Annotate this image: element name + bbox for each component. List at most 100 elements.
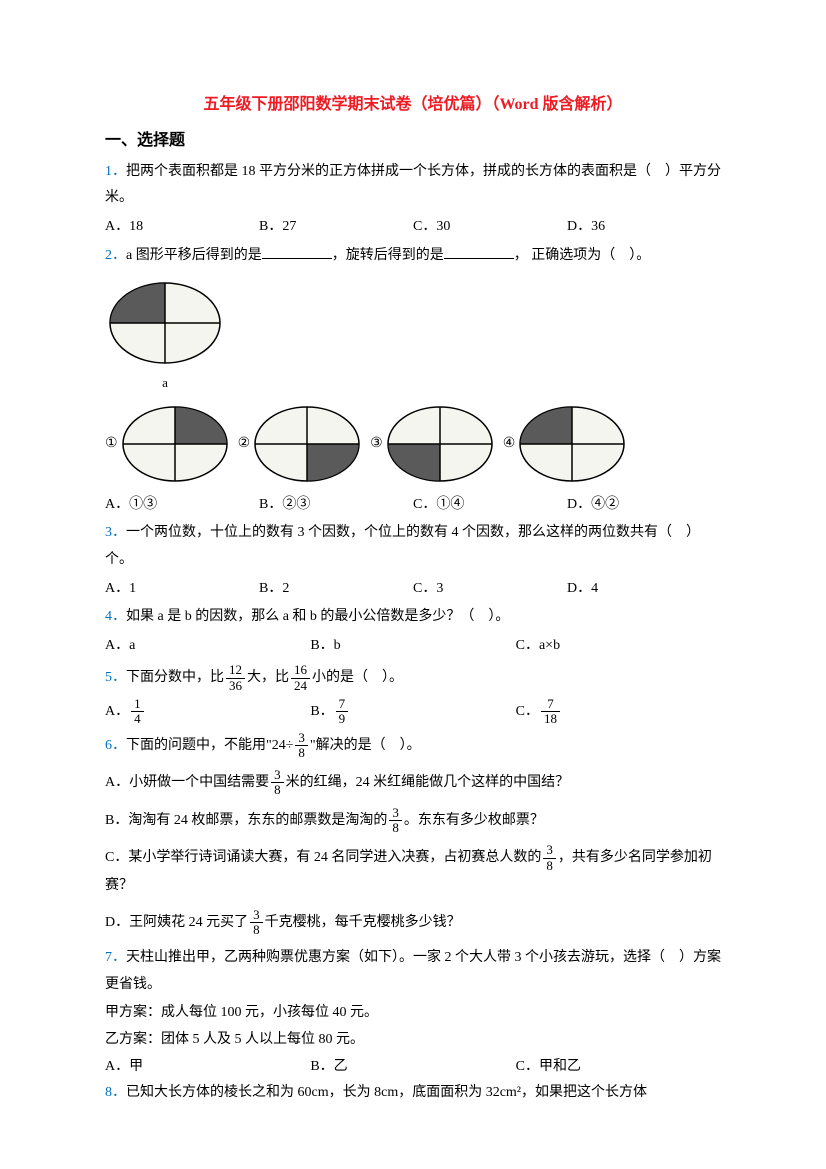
q5-opt-b: B．79: [310, 697, 515, 727]
q4-num: 4．: [105, 609, 126, 624]
q2-opt-d: D．④②: [567, 492, 721, 519]
ellipse-2-icon: [252, 404, 362, 484]
q5-frac-2: 1624: [291, 663, 310, 693]
q5-text-post: 小的是（ ）。: [312, 670, 403, 685]
frac-num: 3: [543, 843, 556, 858]
q5-text-mid: 大，比: [247, 670, 289, 685]
frac: 38: [250, 908, 263, 938]
q2-opt-c: C．①④: [413, 492, 567, 519]
q6-opt-d: D．王阿姨花 24 元买了38千克樱桃，每千克樱桃多少钱？: [105, 908, 721, 938]
q3-opt-c: C．3: [413, 576, 567, 603]
opt-label: A．: [105, 704, 129, 719]
blank-2: [444, 245, 514, 259]
figure-option-1: ①: [105, 404, 230, 484]
opt-pre: D．王阿姨花 24 元买了: [105, 915, 248, 930]
frac-den: 18: [541, 712, 560, 726]
circled-1: ①: [105, 431, 118, 458]
figure-option-3: ③: [370, 404, 495, 484]
q4-opt-c: C．a×b: [516, 633, 721, 660]
question-5: 5．下面分数中，比1236大，比1624小的是（ ）。: [105, 663, 721, 693]
q6-text-pre: 下面的问题中，不能用"24÷: [126, 738, 293, 753]
frac-den: 36: [226, 679, 245, 693]
frac: 14: [131, 697, 144, 727]
page-title: 五年级下册邵阳数学期末试卷（培优篇）（Word 版含解析）: [105, 90, 721, 120]
q6-opt-b: B．淘淘有 24 枚邮票，东东的邮票数是淘淘的38。东东有多少枚邮票？: [105, 806, 721, 836]
q2-opt-a: A．①③: [105, 492, 259, 519]
frac-num: 12: [226, 663, 245, 678]
frac-den: 4: [131, 712, 144, 726]
question-2: 2．a 图形平移后得到的是 ，旋转后得到的是 ， 正确选项为（ ）。: [105, 243, 721, 270]
q7-opt-b: B．乙: [310, 1054, 515, 1081]
frac-num: 7: [336, 697, 349, 712]
q4-text: 如果 a 是 b 的因数，那么 a 和 b 的最小公倍数是多少？（ ）。: [126, 609, 509, 624]
q6-opt-a: A．小妍做一个中国结需要38米的红绳，24 米红绳能做几个这样的中国结？: [105, 768, 721, 798]
q5-text-pre: 下面分数中，比: [126, 670, 224, 685]
frac-den: 24: [291, 679, 310, 693]
frac-num: 3: [250, 908, 263, 923]
q5-options: A．14 B．79 C．718: [105, 697, 721, 727]
q2-options: A．①③ B．②③ C．①④ D．④②: [105, 492, 721, 519]
frac: 718: [541, 697, 560, 727]
frac: 38: [543, 843, 556, 873]
opt-post: 米的红绳，24 米红绳能做几个这样的中国结？: [286, 775, 570, 790]
q3-opt-d: D．4: [567, 576, 721, 603]
q6-frac: 38: [295, 731, 308, 761]
q7-num: 7．: [105, 950, 126, 965]
question-4: 4．如果 a 是 b 的因数，那么 a 和 b 的最小公倍数是多少？（ ）。: [105, 604, 721, 631]
frac-num: 3: [271, 768, 284, 783]
frac-num: 16: [291, 663, 310, 678]
ellipse-1-icon: [120, 404, 230, 484]
q7-opt-c: C．甲和乙: [516, 1054, 721, 1081]
frac-den: 8: [543, 859, 556, 873]
q5-opt-a: A．14: [105, 697, 310, 727]
q7-opt-a: A．甲: [105, 1054, 310, 1081]
q8-num: 8．: [105, 1085, 126, 1100]
q2-figure-a: a: [105, 279, 721, 396]
q2-num: 2．: [105, 248, 126, 263]
q6-num: 6．: [105, 738, 126, 753]
q5-opt-c: C．718: [516, 697, 721, 727]
question-7: 7．天柱山推出甲，乙两种购票优惠方案（如下）。一家 2 个大人带 3 个小孩去游…: [105, 945, 721, 998]
frac: 79: [336, 697, 349, 727]
blank-1: [262, 245, 332, 259]
q4-opt-b: B．b: [310, 633, 515, 660]
q6-text-post: "解决的是（ ）。: [310, 738, 421, 753]
section-header: 一、选择题: [105, 126, 721, 156]
frac-num: 3: [295, 731, 308, 746]
q3-text: 一个两位数，十位上的数有 3 个因数，个位上的数有 4 个因数，那么这样的两位数…: [105, 525, 700, 567]
frac-den: 8: [250, 923, 263, 937]
q8-text: 已知大长方体的棱长之和为 60cm，长为 8cm，底面面积为 32cm²，如果把…: [126, 1085, 647, 1100]
ellipse-3-icon: [385, 404, 495, 484]
frac-num: 3: [389, 806, 402, 821]
opt-pre: B．淘淘有 24 枚邮票，东东的邮票数是淘淘的: [105, 813, 387, 828]
q1-text: 把两个表面积都是 18 平方分米的正方体拼成一个长方体，拼成的长方体的表面积是（…: [105, 164, 721, 206]
q3-opt-a: A．1: [105, 576, 259, 603]
opt-label: B．: [310, 704, 333, 719]
figure-option-4: ④: [503, 404, 628, 484]
q6-opt-c: C．某小学举行诗词诵读大赛，有 24 名同学进入决赛，占初赛总人数的38，共有多…: [105, 843, 721, 899]
q1-num: 1．: [105, 164, 126, 179]
frac: 38: [389, 806, 402, 836]
q1-opt-d: D．36: [567, 214, 721, 241]
question-1: 1．把两个表面积都是 18 平方分米的正方体拼成一个长方体，拼成的长方体的表面积…: [105, 159, 721, 212]
ellipse-a-icon: [105, 279, 225, 367]
q2-text-mid: ，旋转后得到的是: [332, 248, 444, 263]
opt-pre: C．某小学举行诗词诵读大赛，有 24 名同学进入决赛，占初赛总人数的: [105, 850, 541, 865]
q2-opt-b: B．②③: [259, 492, 413, 519]
frac-den: 8: [295, 746, 308, 760]
ellipse-4-icon: [517, 404, 627, 484]
opt-post: 千克樱桃，每千克樱桃多少钱？: [265, 915, 461, 930]
question-6: 6．下面的问题中，不能用"24÷38"解决的是（ ）。: [105, 731, 721, 761]
opt-post: 。东东有多少枚邮票？: [404, 813, 544, 828]
q3-options: A．1 B．2 C．3 D．4: [105, 576, 721, 603]
opt-label: C．: [516, 704, 539, 719]
figure-option-2: ②: [238, 404, 363, 484]
q7-options: A．甲 B．乙 C．甲和乙: [105, 1054, 721, 1081]
circled-4: ④: [503, 431, 516, 458]
frac-num: 7: [541, 697, 560, 712]
q2-text-post: ， 正确选项为（ ）。: [514, 248, 651, 263]
q7-plan-1: 甲方案：成人每位 100 元，小孩每位 40 元。: [105, 1000, 721, 1027]
q2-text-pre: a 图形平移后得到的是: [126, 248, 262, 263]
q3-num: 3．: [105, 525, 126, 540]
frac: 38: [271, 768, 284, 798]
